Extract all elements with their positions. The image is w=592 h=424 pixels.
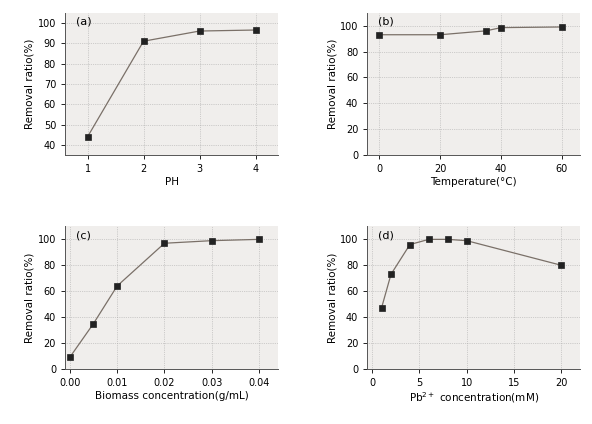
Y-axis label: Removal ratio(%): Removal ratio(%): [25, 39, 35, 129]
Text: (b): (b): [378, 17, 394, 27]
Y-axis label: Removal ratio(%): Removal ratio(%): [327, 39, 337, 129]
X-axis label: PH: PH: [165, 177, 179, 187]
Y-axis label: Removal ratio(%): Removal ratio(%): [327, 252, 337, 343]
Text: (a): (a): [76, 17, 91, 27]
Text: (c): (c): [76, 231, 91, 241]
X-axis label: Pb$^{2+}$ concentration(mM): Pb$^{2+}$ concentration(mM): [408, 391, 539, 405]
Y-axis label: Removal ratio(%): Removal ratio(%): [25, 252, 35, 343]
Text: (d): (d): [378, 231, 394, 241]
X-axis label: Biomass concentration(g/mL): Biomass concentration(g/mL): [95, 391, 249, 401]
X-axis label: Temperature(°C): Temperature(°C): [430, 177, 517, 187]
